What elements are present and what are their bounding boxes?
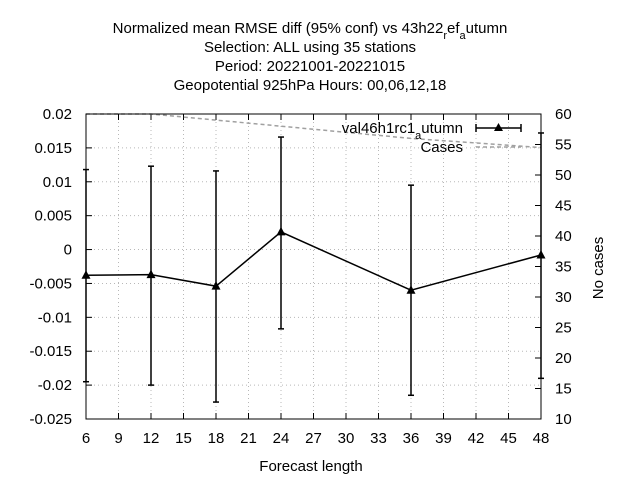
y2-tick-label: 35 [555, 259, 572, 276]
y2-tick-label: 30 [555, 289, 572, 306]
data-point [276, 226, 286, 236]
legend: val46h1rc1autumn Cases [342, 120, 522, 156]
series-cases [86, 113, 542, 149]
title-line-2: Selection: ALL using 35 stations [204, 39, 416, 56]
legend-label-cases: Cases [420, 139, 463, 156]
data-point [406, 285, 416, 294]
y-tick-label: 0.015 [34, 140, 72, 157]
x-tick-label: 9 [114, 430, 122, 447]
x-tick-label: 48 [533, 430, 550, 447]
x-tick-label: 12 [143, 430, 160, 447]
y2-tick-label: 10 [555, 411, 572, 428]
y-tick-label: -0.02 [38, 377, 72, 394]
series-line [85, 231, 542, 292]
y-tick-label: 0 [64, 242, 72, 259]
x-tick-label: 6 [82, 430, 90, 447]
y2-tick-label: 15 [555, 381, 572, 398]
title-line-4: Geopotential 925hPa Hours: 00,06,12,18 [174, 77, 447, 94]
x-tick-label: 36 [403, 430, 420, 447]
x-axis-title: Forecast length [259, 458, 362, 475]
y2-tick-label: 45 [555, 198, 572, 215]
y2-tick-label: 50 [555, 167, 572, 184]
x-axis-ticks: 6 9 12 15 18 21 24 27 30 33 36 39 42 45 48 [82, 114, 550, 447]
x-tick-label: 27 [305, 430, 322, 447]
y2-tick-label: 55 [555, 137, 572, 154]
y-tick-label: -0.005 [29, 275, 72, 292]
y-tick-label: -0.025 [29, 411, 72, 428]
x-tick-label: 42 [468, 430, 485, 447]
legend-label-main: val46h1rc1autumn [342, 120, 463, 142]
y-axis-ticks: 0.02 0.015 0.01 0.005 0 -0.005 -0.01 -0.015 -0.0… [29, 106, 92, 428]
x-tick-label: 33 [370, 430, 387, 447]
y-tick-label: 0.01 [43, 174, 72, 191]
y2-tick-label: 60 [555, 106, 572, 123]
series-val46h1rc1-autumn [81, 132, 546, 403]
cases-line [86, 113, 542, 149]
x-tick-label: 21 [240, 430, 257, 447]
legend-marker-main [494, 123, 503, 131]
title-line-3: Period: 20221001-20221015 [215, 58, 405, 75]
x-tick-label: 24 [273, 430, 290, 447]
y-tick-label: 0.005 [34, 208, 72, 225]
x-tick-label: 30 [338, 430, 355, 447]
y2-tick-label: 25 [555, 320, 572, 337]
data-point [211, 281, 221, 290]
x-tick-label: 45 [500, 430, 517, 447]
x-tick-label: 15 [175, 430, 192, 447]
y2-tick-label: 20 [555, 350, 572, 367]
grid [85, 113, 542, 420]
x-tick-label: 39 [435, 430, 452, 447]
y-tick-label: -0.01 [38, 309, 72, 326]
y2-axis-title: No cases [590, 237, 607, 300]
title-line-1: Normalized mean RMSE diff (95% conf) vs … [113, 20, 508, 42]
y2-tick-label: 40 [555, 228, 572, 245]
chart-title: Normalized mean RMSE diff (95% conf) vs … [113, 20, 508, 94]
y-tick-label: -0.015 [29, 343, 72, 360]
y-tick-label: 0.02 [43, 106, 72, 123]
plot-frame [85, 113, 542, 420]
x-tick-label: 18 [208, 430, 225, 447]
data-point [146, 269, 156, 279]
